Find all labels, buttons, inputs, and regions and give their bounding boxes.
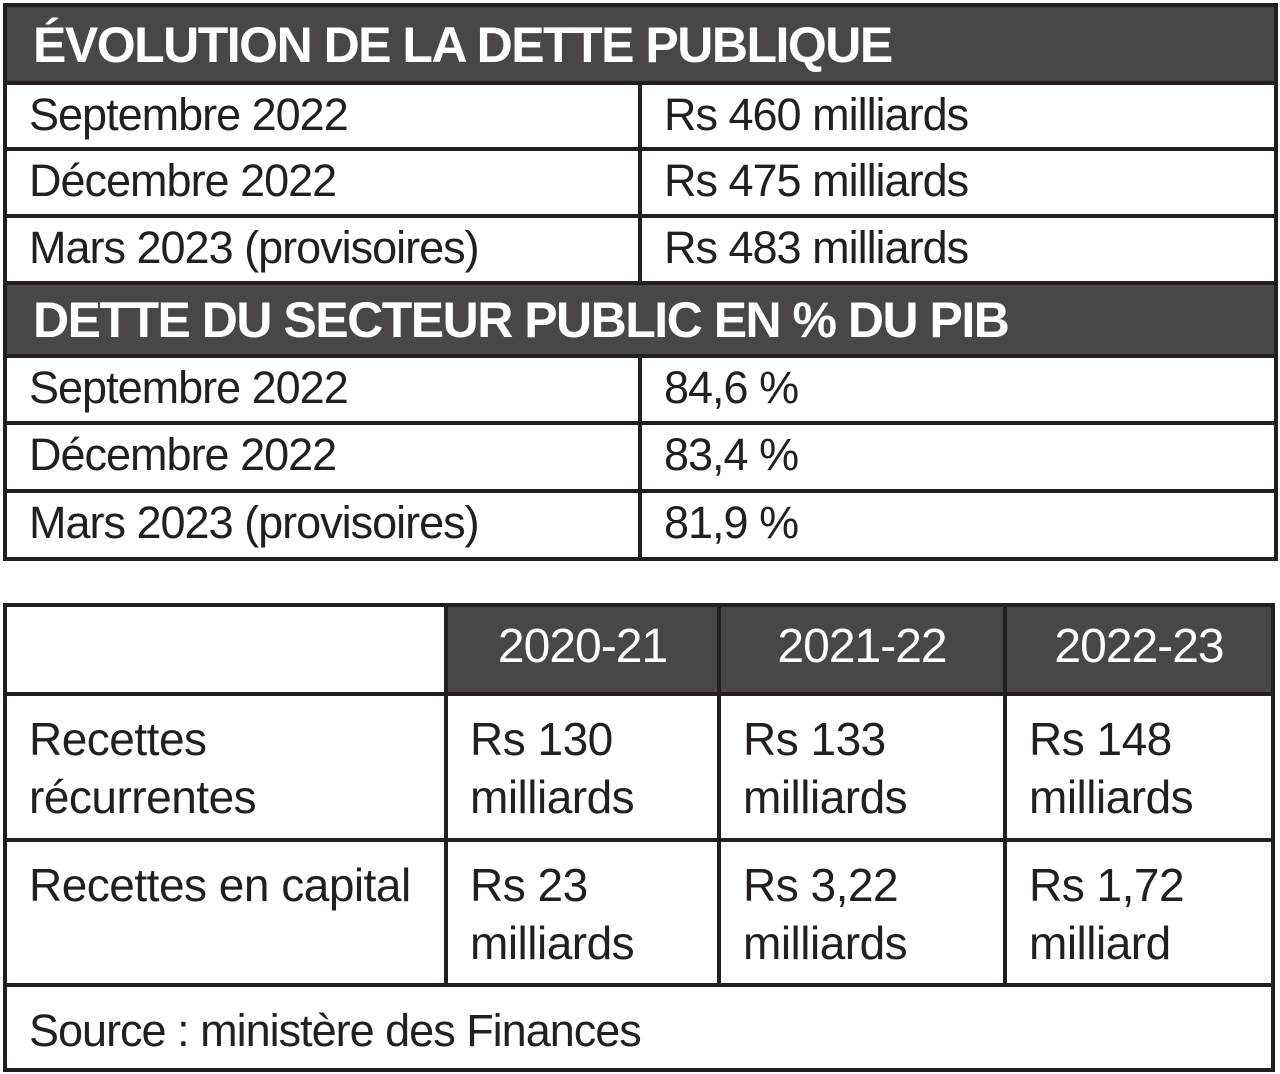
row-label: Recettes en capital [3, 838, 448, 987]
revenue-value: Rs 133 milliards [717, 692, 1007, 842]
empty-corner-cell [3, 603, 448, 696]
debt-value: Rs 460 milliards [638, 81, 1278, 151]
revenue-value: Rs 1,72 milliard [1003, 838, 1275, 987]
debt-title: ÉVOLUTION DE LA DETTE PUBLIQUE [3, 3, 1278, 85]
revenue-value: Rs 130 milliards [444, 692, 721, 842]
debt-value: Rs 475 milliards [638, 147, 1278, 218]
debt-period: Mars 2023 (provisoires) [3, 214, 642, 285]
gdp-value: 83,4 % [638, 421, 1278, 493]
gdp-period: Septembre 2022 [3, 354, 642, 425]
debt-period: Décembre 2022 [3, 147, 642, 218]
gdp-value: 81,9 % [638, 489, 1278, 561]
revenue-value: Rs 3,22 milliards [717, 838, 1007, 987]
gdp-value: 84,6 % [638, 354, 1278, 425]
debt-period: Septembre 2022 [3, 81, 642, 151]
row-label: Recettes récurrentes [3, 692, 448, 842]
revenue-value: Rs 23 milliards [444, 838, 721, 987]
year-header: 2021-22 [717, 603, 1007, 696]
debt-value: Rs 483 milliards [638, 214, 1278, 285]
revenue-value: Rs 148 milliards [1003, 692, 1275, 842]
gdp-title: DETTE DU SECTEUR PUBLIC EN % DU PIB [3, 281, 1278, 358]
gdp-period: Décembre 2022 [3, 421, 642, 493]
year-header: 2022-23 [1003, 603, 1275, 696]
gdp-period: Mars 2023 (provisoires) [3, 489, 642, 561]
source-note: Source : ministère des Finances [3, 983, 1275, 1072]
year-header: 2020-21 [444, 603, 721, 696]
